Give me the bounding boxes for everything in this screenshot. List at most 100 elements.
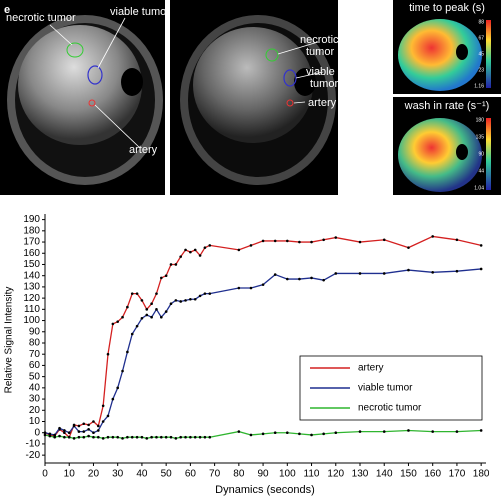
colorbar-label: 180 bbox=[476, 117, 485, 123]
data-point bbox=[130, 332, 134, 336]
data-point bbox=[43, 433, 47, 437]
data-point bbox=[203, 246, 207, 249]
data-point bbox=[48, 434, 52, 438]
data-point bbox=[286, 277, 289, 281]
data-point bbox=[310, 240, 313, 244]
x-tick-label: 60 bbox=[185, 469, 197, 480]
data-point bbox=[208, 292, 212, 295]
data-point bbox=[273, 239, 277, 243]
data-point bbox=[455, 238, 459, 242]
legend-label: necrotic tumor bbox=[358, 403, 422, 414]
data-point bbox=[82, 430, 86, 433]
data-point bbox=[48, 432, 52, 436]
data-point bbox=[184, 435, 187, 439]
colorbar-label: 88 bbox=[478, 19, 484, 25]
map-title: wash in rate (s⁻¹) bbox=[404, 100, 490, 112]
image-label: artery bbox=[129, 144, 158, 156]
x-tick-label: 0 bbox=[42, 469, 48, 480]
data-point bbox=[310, 433, 313, 437]
image-label: tumor bbox=[306, 46, 334, 58]
x-tick-label: 90 bbox=[258, 469, 270, 480]
data-point bbox=[479, 267, 483, 271]
x-tick-label: 10 bbox=[64, 469, 76, 480]
data-point bbox=[189, 435, 192, 439]
y-tick-label: -20 bbox=[26, 450, 41, 461]
data-point bbox=[334, 431, 338, 435]
data-point bbox=[249, 286, 253, 290]
colorbar-label: 44 bbox=[478, 168, 484, 174]
data-point bbox=[43, 431, 47, 435]
data-point bbox=[237, 286, 241, 290]
data-point bbox=[67, 431, 71, 435]
data-point bbox=[198, 435, 202, 439]
data-point bbox=[135, 324, 139, 328]
x-tick-label: 40 bbox=[136, 469, 148, 480]
image-label: viable bbox=[306, 66, 335, 78]
data-point bbox=[53, 435, 56, 439]
x-tick-label: 30 bbox=[112, 469, 124, 480]
data-point bbox=[322, 278, 325, 282]
data-point bbox=[116, 435, 119, 439]
data-point bbox=[169, 302, 173, 306]
mri-image-2: necrotic tumor viable tumor artery bbox=[170, 0, 339, 195]
data-point bbox=[82, 435, 86, 439]
x-tick-label: 170 bbox=[449, 469, 466, 480]
data-point bbox=[358, 272, 362, 275]
data-point bbox=[203, 435, 207, 439]
y-tick-label: 100 bbox=[23, 315, 40, 326]
y-axis-label: Relative Signal Intensity bbox=[4, 287, 15, 394]
panel-label: e bbox=[4, 4, 10, 16]
y-tick-label: 10 bbox=[29, 416, 41, 427]
x-tick-label: 130 bbox=[352, 469, 369, 480]
map-title: time to peak (s) bbox=[409, 2, 485, 14]
y-tick-label: 140 bbox=[23, 270, 40, 281]
y-tick-label: 160 bbox=[23, 248, 40, 259]
x-tick-label: 150 bbox=[400, 469, 417, 480]
data-point bbox=[92, 420, 95, 423]
data-point bbox=[164, 310, 168, 313]
data-point bbox=[106, 435, 110, 439]
colorbar-label: 1.04 bbox=[474, 185, 484, 191]
colorbar-label: 23 bbox=[478, 67, 484, 73]
map-image-2: wash in rate (s⁻¹) bbox=[393, 97, 501, 195]
data-point bbox=[455, 430, 459, 433]
data-point bbox=[382, 272, 386, 275]
data-point bbox=[101, 420, 105, 423]
data-point bbox=[72, 437, 76, 440]
data-point bbox=[145, 308, 149, 311]
data-point bbox=[160, 276, 163, 280]
y-tick-label: 30 bbox=[29, 394, 41, 405]
data-point bbox=[164, 435, 168, 439]
data-point bbox=[82, 422, 86, 426]
image-label: tumor bbox=[310, 78, 338, 90]
data-point bbox=[273, 431, 277, 435]
x-tick-label: 100 bbox=[279, 469, 296, 480]
y-tick-label: 110 bbox=[24, 304, 40, 315]
y-tick-label: 120 bbox=[23, 293, 40, 304]
data-point bbox=[322, 432, 325, 436]
data-point bbox=[116, 386, 119, 390]
y-tick-label: 130 bbox=[23, 282, 40, 293]
x-tick-label: 180 bbox=[473, 469, 490, 480]
data-point bbox=[140, 435, 144, 439]
data-point bbox=[150, 435, 153, 439]
legend-label: artery bbox=[358, 363, 384, 374]
y-tick-label: 180 bbox=[23, 225, 40, 236]
data-point bbox=[121, 437, 124, 440]
data-point bbox=[58, 426, 61, 430]
data-point bbox=[261, 239, 265, 243]
image-label: necrotic tumor bbox=[6, 12, 76, 24]
data-point bbox=[130, 292, 134, 295]
data-point bbox=[358, 240, 362, 244]
data-point bbox=[322, 238, 325, 242]
data-point bbox=[179, 300, 182, 303]
data-point bbox=[479, 244, 483, 247]
data-point bbox=[407, 246, 410, 249]
data-point bbox=[97, 435, 100, 439]
data-point bbox=[298, 240, 301, 244]
data-point bbox=[382, 430, 386, 433]
data-point bbox=[97, 424, 100, 428]
data-point bbox=[77, 424, 81, 428]
y-tick-label: 0 bbox=[34, 427, 40, 438]
